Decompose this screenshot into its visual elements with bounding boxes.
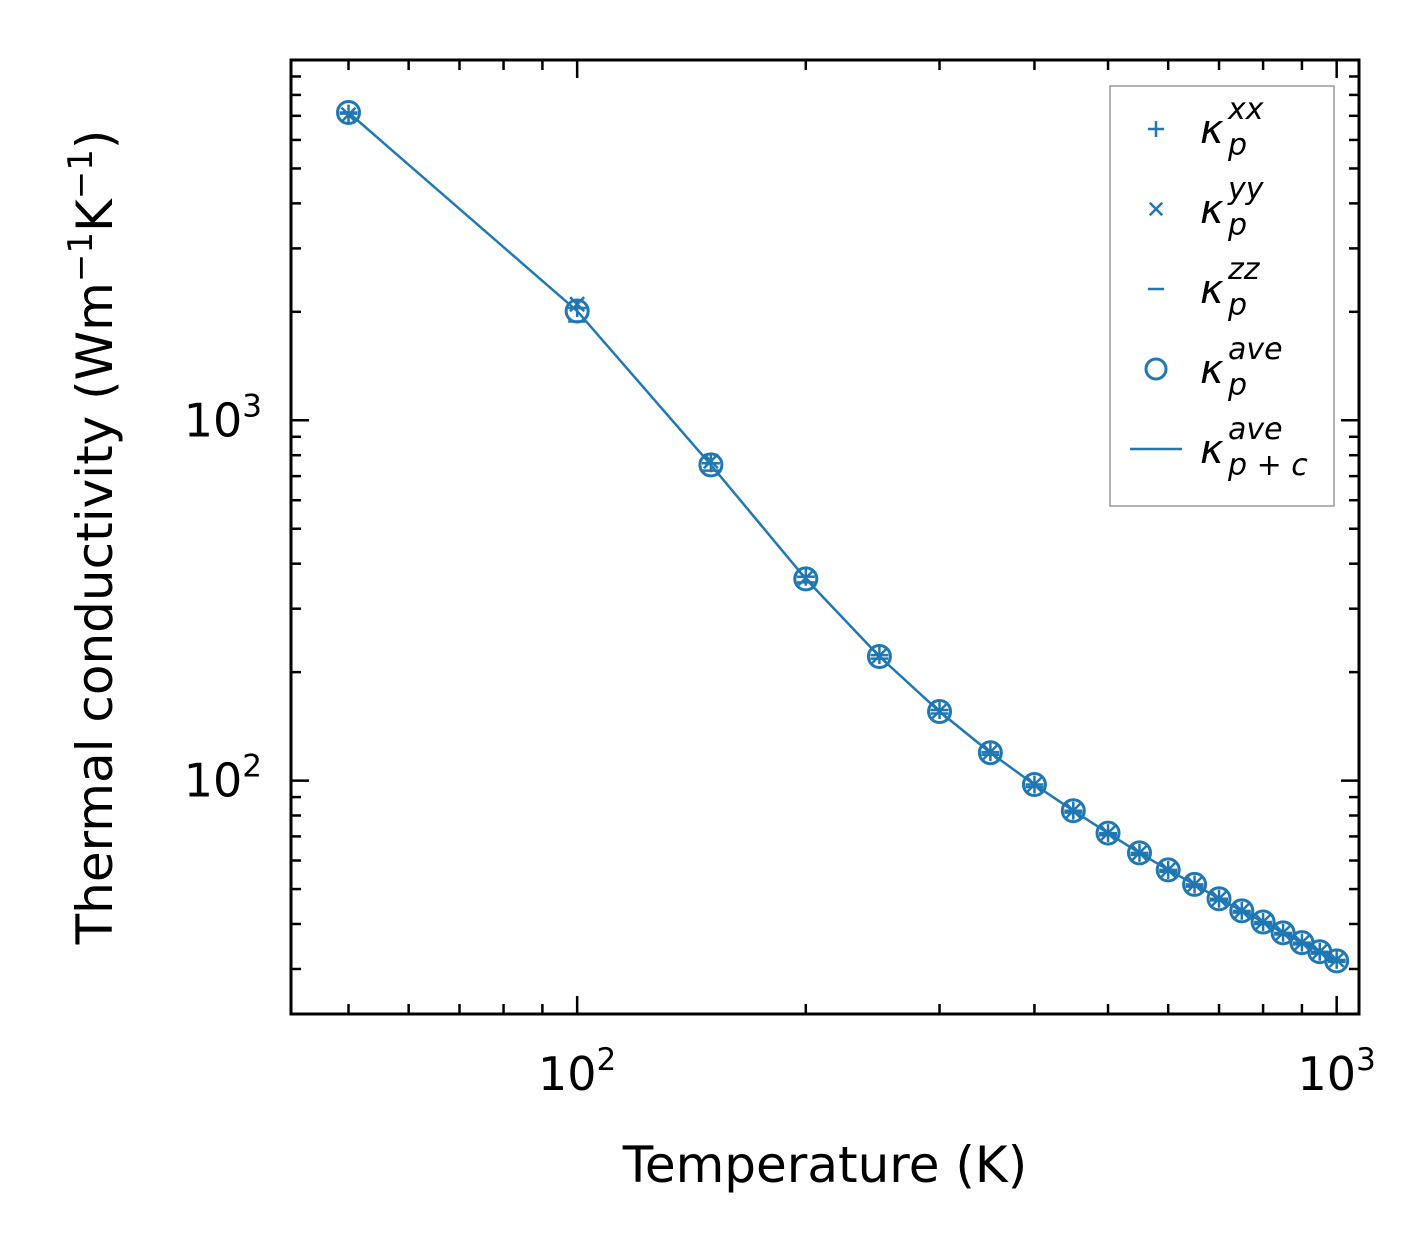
series-layer — [336, 99, 1350, 974]
x-tick-label: 103 — [1298, 1042, 1376, 1101]
legend-box — [1109, 85, 1335, 507]
point-kappa_p_ave — [336, 99, 362, 125]
point-kappa_p_ave — [1060, 798, 1086, 824]
point-kappa_p_ave — [1270, 920, 1296, 946]
legend-entry: κ ave p + c — [1130, 412, 1308, 483]
point-kappa_p_ave — [793, 566, 819, 592]
legend-entry: κ ave p — [1144, 332, 1283, 403]
point-kappa_p_ave — [1182, 871, 1208, 897]
point-kappa_p_ave — [977, 740, 1003, 766]
point-kappa_p_ave — [698, 452, 724, 478]
legend-entry: κ zz p — [1148, 252, 1261, 323]
legend-label: κ yy p — [1200, 172, 1265, 243]
x-tick-label: 102 — [538, 1042, 616, 1101]
legend: κ xx p κ yy p κ zz p κ ave p κ ave p + c — [1109, 85, 1335, 507]
y-tick-label: 103 — [184, 388, 262, 447]
legend-marker-b — [1148, 201, 1164, 217]
point-kappa_p_yy — [340, 106, 357, 123]
legend-circle-marker — [1144, 357, 1168, 381]
x-axis-label: Temperature (K) — [622, 1136, 1027, 1194]
point-kappa_p_ave — [1126, 840, 1152, 866]
axis-ticks — [291, 58, 1359, 1014]
legend-marker — [1148, 201, 1164, 217]
point-kappa_p_ave — [1021, 772, 1047, 798]
y-axis-label: Thermal conductivity (Wm−1K−1) — [61, 130, 124, 946]
point-kappa_p_ave — [1250, 909, 1276, 935]
point-kappa_p_ave — [866, 644, 892, 670]
legend-entry: κ yy p — [1148, 172, 1265, 243]
legend-entry: κ xx p — [1148, 92, 1264, 163]
point-kappa_p_xx — [568, 298, 587, 317]
legend-marker — [1148, 121, 1164, 137]
point-kappa_p_ave — [1095, 820, 1121, 846]
series-kappa_pc_ave — [347, 111, 1338, 962]
series-line-kappa_pc_ave — [347, 111, 1338, 962]
point-kappa_p_ave — [1206, 886, 1232, 912]
point-kappa_p_ave — [1229, 898, 1255, 924]
legend-label: κ xx p — [1200, 92, 1264, 163]
point-kappa_p_ave — [1324, 948, 1350, 974]
legend-label: κ zz p — [1200, 252, 1261, 323]
legend-label: κ ave p + c — [1200, 412, 1308, 483]
plot-frame — [289, 58, 1361, 1016]
legend-label: κ ave p — [1200, 332, 1283, 403]
point-kappa_p_ave — [1155, 857, 1181, 883]
point-kappa_p_ave — [927, 699, 953, 725]
point-kappa_p_ave — [564, 298, 590, 324]
point-kappa_p_yy-b — [340, 106, 357, 123]
series-kappa_p_ave — [336, 99, 1350, 974]
y-tick-label: 102 — [184, 749, 262, 808]
tick-labels: 102 103 102 103 — [184, 388, 1376, 1101]
